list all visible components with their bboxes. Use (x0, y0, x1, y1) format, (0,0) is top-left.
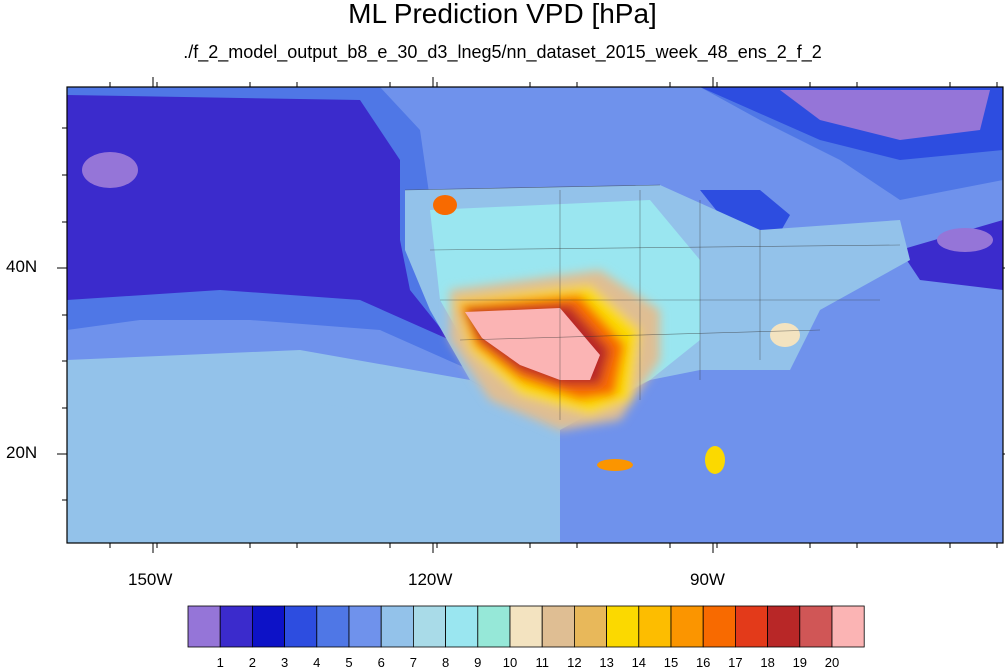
colorbar-tick-label: 6 (377, 655, 385, 670)
border-line (404, 184, 661, 191)
colorbar-tick-label: 16 (695, 655, 711, 670)
colorbar-swatch (477, 605, 511, 648)
colorbar-swatch (187, 605, 221, 648)
field-pacific-low (82, 152, 138, 188)
colorbar-tick-label: 15 (663, 655, 679, 670)
lon-label-90w: 90W (690, 570, 725, 589)
colorbar-tick-label: 11 (535, 655, 549, 670)
colorbar (187, 605, 865, 648)
lat-label-20n: 20N (6, 443, 38, 462)
colorbar-swatch (445, 605, 479, 648)
colorbar-swatch (735, 605, 769, 648)
field-hotspot-southeast (770, 323, 800, 347)
field-hotspot-mexico (597, 459, 633, 471)
lat-lines (404, 184, 901, 420)
colorbar-tick-label: 1 (216, 655, 224, 670)
colorbar-swatch (509, 605, 543, 648)
field-ocean-south-2 (67, 400, 540, 543)
lat-label-40n: 40N (6, 257, 38, 276)
colorbar-tick-label: 19 (792, 655, 808, 670)
colorbar-tick-label: 10 (502, 655, 518, 670)
colorbar-swatch (638, 605, 672, 648)
field-hudson (780, 90, 990, 140)
colorbar-swatch (574, 605, 608, 648)
colorbar-tick-label: 18 (760, 655, 775, 670)
field-pacific-dark (67, 95, 450, 340)
lon-label-150w: 150W (128, 570, 173, 589)
colorbar-tick-label: 14 (631, 655, 647, 670)
colorbar-swatch (541, 605, 575, 648)
field-hotspot-gulf (705, 446, 725, 474)
colorbar-swatch (767, 605, 801, 648)
colorbar-tick-label: 17 (728, 655, 743, 670)
colorbar-tick-label: 9 (474, 655, 482, 670)
colorbar-tick-label: 3 (280, 655, 289, 670)
plot-subtitle: ./f_2_model_output_b8_e_30_d3_lneg5/nn_d… (183, 42, 822, 62)
colorbar-swatch (348, 605, 382, 648)
colorbar-tick-label: 5 (345, 655, 353, 670)
colorbar-swatch (284, 605, 318, 648)
map-ticks (57, 77, 1005, 553)
colorbar-swatch (380, 605, 414, 648)
colorbar-tick-label: 4 (313, 655, 321, 670)
map-field (67, 87, 1003, 543)
colorbar-tick-label: 13 (599, 655, 614, 670)
colorbar-tick-label: 12 (567, 655, 582, 670)
colorbar-swatch (219, 605, 253, 648)
colorbar-tick-label: 2 (248, 655, 256, 670)
colorbar-swatch (251, 605, 285, 648)
colorbar-swatch (412, 605, 446, 648)
lon-label-120w: 120W (408, 570, 453, 589)
colorbar-swatch (316, 605, 350, 648)
colorbar-swatch (702, 605, 736, 648)
field-atlantic-low (937, 228, 993, 252)
colorbar-tick-label: 8 (441, 655, 450, 670)
field-hotspot-north (433, 195, 457, 215)
colorbar-swatch (799, 605, 833, 648)
plot-title: ML Prediction VPD [hPa] (348, 0, 657, 29)
border-line (429, 244, 901, 251)
colorbar-tick-label: 20 (824, 655, 840, 670)
colorbar-swatch (831, 605, 865, 648)
colorbar-tick-label: 7 (409, 655, 417, 670)
colorbar-swatch (606, 605, 640, 648)
colorbar-swatch (670, 605, 704, 648)
heat-core (465, 308, 600, 380)
